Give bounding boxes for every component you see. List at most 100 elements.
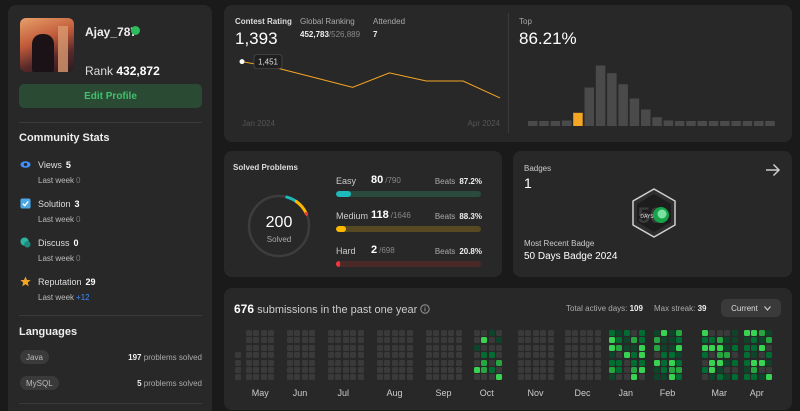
heatmap-cell[interactable] <box>518 367 525 374</box>
heatmap-cell[interactable] <box>731 330 738 337</box>
heatmap-cell[interactable] <box>301 367 308 374</box>
heatmap-cell[interactable] <box>309 352 316 359</box>
heatmap-cell[interactable] <box>751 330 758 337</box>
heatmap-cell[interactable] <box>335 344 342 351</box>
heatmap-cell[interactable] <box>246 374 253 381</box>
heatmap-cell[interactable] <box>702 352 709 359</box>
heatmap-cell[interactable] <box>309 344 316 351</box>
heatmap-cell[interactable] <box>246 330 253 337</box>
heatmap-cell[interactable] <box>342 359 349 366</box>
solved-progress-ring[interactable] <box>246 193 312 259</box>
heatmap-cell[interactable] <box>342 374 349 381</box>
heatmap-cell[interactable] <box>609 359 616 366</box>
heatmap-cell[interactable] <box>758 359 765 366</box>
heatmap-cell[interactable] <box>731 344 738 351</box>
heatmap-cell[interactable] <box>565 374 572 381</box>
heatmap-cell[interactable] <box>766 352 773 359</box>
heatmap-cell[interactable] <box>335 367 342 374</box>
heatmap-cell[interactable] <box>654 337 661 344</box>
heatmap-cell[interactable] <box>609 330 616 337</box>
heatmap-cell[interactable] <box>631 374 638 381</box>
heatmap-cell[interactable] <box>758 330 765 337</box>
heatmap-cell[interactable] <box>384 330 391 337</box>
heatmap-cell[interactable] <box>579 352 586 359</box>
heatmap-cell[interactable] <box>609 344 616 351</box>
heatmap-cell[interactable] <box>474 367 481 374</box>
heatmap-cell[interactable] <box>572 367 579 374</box>
heatmap-cell[interactable] <box>328 367 335 374</box>
heatmap-cell[interactable] <box>246 337 253 344</box>
heatmap-cell[interactable] <box>579 344 586 351</box>
heatmap-cell[interactable] <box>496 330 503 337</box>
heatmap-cell[interactable] <box>377 367 384 374</box>
heatmap-cell[interactable] <box>638 359 645 366</box>
heatmap-cell[interactable] <box>488 337 495 344</box>
heatmap-cell[interactable] <box>309 337 316 344</box>
heatmap-cell[interactable] <box>377 352 384 359</box>
heatmap-cell[interactable] <box>235 359 242 366</box>
heatmap-cell[interactable] <box>496 367 503 374</box>
heatmap-cell[interactable] <box>399 359 406 366</box>
heatmap-cell[interactable] <box>532 330 539 337</box>
heatmap-cell[interactable] <box>716 374 723 381</box>
heatmap-cell[interactable] <box>758 367 765 374</box>
heatmap-cell[interactable] <box>638 344 645 351</box>
heatmap-cell[interactable] <box>448 337 455 344</box>
heatmap-cell[interactable] <box>287 330 294 337</box>
heatmap-cell[interactable] <box>758 352 765 359</box>
heatmap-cell[interactable] <box>384 374 391 381</box>
heatmap-cell[interactable] <box>702 359 709 366</box>
heatmap-cell[interactable] <box>440 330 447 337</box>
heatmap-cell[interactable] <box>426 330 433 337</box>
heatmap-cell[interactable] <box>426 352 433 359</box>
heatmap-cell[interactable] <box>350 337 357 344</box>
heatmap-cell[interactable] <box>496 374 503 381</box>
heatmap-cell[interactable] <box>631 359 638 366</box>
heatmap-cell[interactable] <box>328 337 335 344</box>
language-tag-java[interactable]: Java <box>20 350 49 364</box>
heatmap-cell[interactable] <box>579 374 586 381</box>
heatmap-cell[interactable] <box>301 374 308 381</box>
heatmap-cell[interactable] <box>587 352 594 359</box>
heatmap-cell[interactable] <box>654 352 661 359</box>
heatmap-cell[interactable] <box>668 330 675 337</box>
heatmap-cell[interactable] <box>751 359 758 366</box>
heatmap-cell[interactable] <box>384 367 391 374</box>
heatmap-cell[interactable] <box>572 330 579 337</box>
heatmap-cell[interactable] <box>440 374 447 381</box>
heatmap-cell[interactable] <box>518 374 525 381</box>
heatmap-cell[interactable] <box>246 367 253 374</box>
heatmap-cell[interactable] <box>547 330 554 337</box>
heatmap-cell[interactable] <box>328 352 335 359</box>
heatmap-cell[interactable] <box>572 344 579 351</box>
heatmap-cell[interactable] <box>751 367 758 374</box>
heatmap-cell[interactable] <box>440 359 447 366</box>
heatmap-cell[interactable] <box>724 337 731 344</box>
heatmap-cell[interactable] <box>448 344 455 351</box>
heatmap-cell[interactable] <box>654 374 661 381</box>
heatmap-cell[interactable] <box>235 374 242 381</box>
heatmap-cell[interactable] <box>406 337 413 344</box>
heatmap-cell[interactable] <box>638 330 645 337</box>
heatmap-cell[interactable] <box>758 337 765 344</box>
heatmap-cell[interactable] <box>268 359 275 366</box>
heatmap-cell[interactable] <box>594 344 601 351</box>
heatmap-cell[interactable] <box>623 367 630 374</box>
heatmap-cell[interactable] <box>253 344 260 351</box>
heatmap-cell[interactable] <box>328 330 335 337</box>
heatmap-cell[interactable] <box>623 352 630 359</box>
heatmap-cell[interactable] <box>540 337 547 344</box>
heatmap-cell[interactable] <box>260 367 267 374</box>
heatmap-cell[interactable] <box>661 337 668 344</box>
heatmap-cell[interactable] <box>631 367 638 374</box>
heatmap-cell[interactable] <box>676 367 683 374</box>
heatmap-cell[interactable] <box>287 344 294 351</box>
heatmap-cell[interactable] <box>547 352 554 359</box>
heatmap-cell[interactable] <box>766 374 773 381</box>
heatmap-cell[interactable] <box>751 352 758 359</box>
heatmap-cell[interactable] <box>661 352 668 359</box>
heatmap-cell[interactable] <box>440 352 447 359</box>
heatmap-cell[interactable] <box>668 367 675 374</box>
heatmap-cell[interactable] <box>406 330 413 337</box>
heatmap-cell[interactable] <box>455 344 462 351</box>
